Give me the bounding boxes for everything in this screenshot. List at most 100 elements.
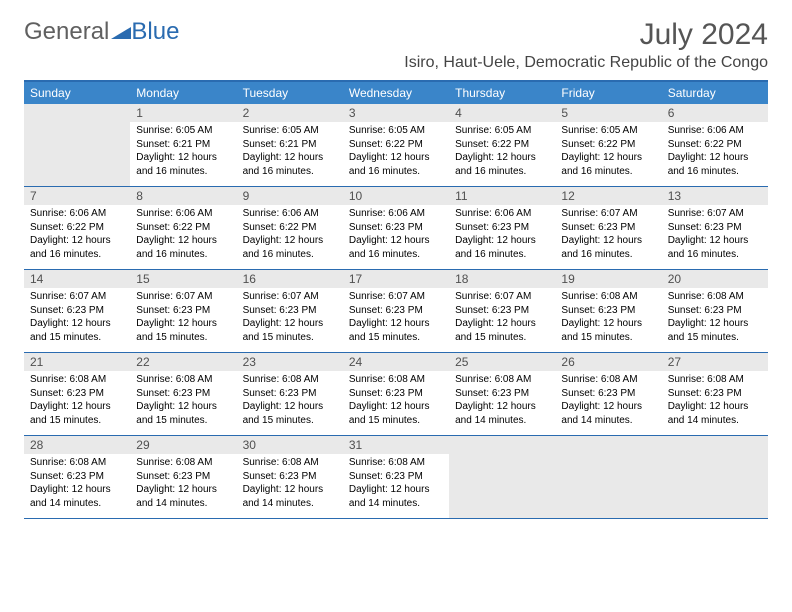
day-cell xyxy=(555,436,661,518)
day-number: 27 xyxy=(662,353,768,371)
day-ss: Sunset: 6:23 PM xyxy=(30,470,124,484)
day-ss: Sunset: 6:23 PM xyxy=(243,470,337,484)
day-dl2: and 14 minutes. xyxy=(349,497,443,511)
day-sr: Sunrise: 6:06 AM xyxy=(243,207,337,221)
day-ss: Sunset: 6:23 PM xyxy=(561,304,655,318)
day-number: 1 xyxy=(130,104,236,122)
day-number: 23 xyxy=(237,353,343,371)
day-cell: 10Sunrise: 6:06 AMSunset: 6:23 PMDayligh… xyxy=(343,187,449,269)
day-dl1: Daylight: 12 hours xyxy=(455,317,549,331)
day-sr: Sunrise: 6:07 AM xyxy=(136,290,230,304)
day-info: Sunrise: 6:05 AMSunset: 6:22 PMDaylight:… xyxy=(343,122,449,182)
day-dl2: and 15 minutes. xyxy=(561,331,655,345)
day-dl1: Daylight: 12 hours xyxy=(243,151,337,165)
day-dl1: Daylight: 12 hours xyxy=(561,317,655,331)
day-dl2: and 14 minutes. xyxy=(243,497,337,511)
day-dl2: and 15 minutes. xyxy=(30,331,124,345)
day-dl1: Daylight: 12 hours xyxy=(136,400,230,414)
day-dl1: Daylight: 12 hours xyxy=(455,234,549,248)
title-block: July 2024 Isiro, Haut-Uele, Democratic R… xyxy=(404,18,768,72)
day-info: Sunrise: 6:07 AMSunset: 6:23 PMDaylight:… xyxy=(555,205,661,265)
day-cell: 26Sunrise: 6:08 AMSunset: 6:23 PMDayligh… xyxy=(555,353,661,435)
day-ss: Sunset: 6:23 PM xyxy=(243,304,337,318)
day-dl2: and 16 minutes. xyxy=(455,165,549,179)
day-cell: 23Sunrise: 6:08 AMSunset: 6:23 PMDayligh… xyxy=(237,353,343,435)
day-sr: Sunrise: 6:06 AM xyxy=(349,207,443,221)
day-number: 7 xyxy=(24,187,130,205)
day-sr: Sunrise: 6:07 AM xyxy=(561,207,655,221)
day-info: Sunrise: 6:05 AMSunset: 6:22 PMDaylight:… xyxy=(449,122,555,182)
day-dl1: Daylight: 12 hours xyxy=(668,400,762,414)
day-info: Sunrise: 6:08 AMSunset: 6:23 PMDaylight:… xyxy=(555,288,661,348)
week-row: 7Sunrise: 6:06 AMSunset: 6:22 PMDaylight… xyxy=(24,187,768,270)
day-dl2: and 16 minutes. xyxy=(668,248,762,262)
day-dl2: and 16 minutes. xyxy=(668,165,762,179)
day-number: 26 xyxy=(555,353,661,371)
day-cell: 28Sunrise: 6:08 AMSunset: 6:23 PMDayligh… xyxy=(24,436,130,518)
day-number: 11 xyxy=(449,187,555,205)
day-dl1: Daylight: 12 hours xyxy=(136,151,230,165)
day-info: Sunrise: 6:06 AMSunset: 6:23 PMDaylight:… xyxy=(343,205,449,265)
day-ss: Sunset: 6:23 PM xyxy=(349,304,443,318)
day-cell: 31Sunrise: 6:08 AMSunset: 6:23 PMDayligh… xyxy=(343,436,449,518)
day-cell: 9Sunrise: 6:06 AMSunset: 6:22 PMDaylight… xyxy=(237,187,343,269)
dayname-sat: Saturday xyxy=(662,82,768,104)
day-ss: Sunset: 6:22 PM xyxy=(136,221,230,235)
day-dl1: Daylight: 12 hours xyxy=(455,400,549,414)
day-sr: Sunrise: 6:06 AM xyxy=(668,124,762,138)
day-sr: Sunrise: 6:08 AM xyxy=(30,456,124,470)
day-ss: Sunset: 6:22 PM xyxy=(30,221,124,235)
day-dl1: Daylight: 12 hours xyxy=(136,483,230,497)
day-sr: Sunrise: 6:08 AM xyxy=(455,373,549,387)
day-ss: Sunset: 6:23 PM xyxy=(136,304,230,318)
day-ss: Sunset: 6:22 PM xyxy=(349,138,443,152)
day-ss: Sunset: 6:23 PM xyxy=(243,387,337,401)
day-dl1: Daylight: 12 hours xyxy=(349,483,443,497)
day-ss: Sunset: 6:23 PM xyxy=(30,304,124,318)
day-dl1: Daylight: 12 hours xyxy=(30,317,124,331)
day-dl1: Daylight: 12 hours xyxy=(243,317,337,331)
day-number: 21 xyxy=(24,353,130,371)
dayname-wed: Wednesday xyxy=(343,82,449,104)
day-ss: Sunset: 6:23 PM xyxy=(668,221,762,235)
day-dl1: Daylight: 12 hours xyxy=(243,483,337,497)
day-dl1: Daylight: 12 hours xyxy=(668,151,762,165)
day-sr: Sunrise: 6:05 AM xyxy=(455,124,549,138)
dayname-fri: Friday xyxy=(555,82,661,104)
day-cell: 29Sunrise: 6:08 AMSunset: 6:23 PMDayligh… xyxy=(130,436,236,518)
day-number: 18 xyxy=(449,270,555,288)
location-subtitle: Isiro, Haut-Uele, Democratic Republic of… xyxy=(404,54,768,72)
month-title: July 2024 xyxy=(404,18,768,52)
day-number: 20 xyxy=(662,270,768,288)
brand-part1: General xyxy=(24,18,109,46)
day-info: Sunrise: 6:07 AMSunset: 6:23 PMDaylight:… xyxy=(130,288,236,348)
day-dl2: and 14 minutes. xyxy=(561,414,655,428)
day-info: Sunrise: 6:06 AMSunset: 6:22 PMDaylight:… xyxy=(130,205,236,265)
day-info: Sunrise: 6:05 AMSunset: 6:21 PMDaylight:… xyxy=(130,122,236,182)
day-number: 28 xyxy=(24,436,130,454)
day-cell: 1Sunrise: 6:05 AMSunset: 6:21 PMDaylight… xyxy=(130,104,236,186)
dayname-row: Sunday Monday Tuesday Wednesday Thursday… xyxy=(24,82,768,104)
day-sr: Sunrise: 6:06 AM xyxy=(30,207,124,221)
day-ss: Sunset: 6:23 PM xyxy=(349,470,443,484)
day-dl2: and 16 minutes. xyxy=(30,248,124,262)
day-number: 25 xyxy=(449,353,555,371)
day-sr: Sunrise: 6:06 AM xyxy=(455,207,549,221)
day-dl1: Daylight: 12 hours xyxy=(243,234,337,248)
dayname-thu: Thursday xyxy=(449,82,555,104)
calendar: Sunday Monday Tuesday Wednesday Thursday… xyxy=(24,80,768,519)
weeks-container: 1Sunrise: 6:05 AMSunset: 6:21 PMDaylight… xyxy=(24,104,768,519)
day-cell: 16Sunrise: 6:07 AMSunset: 6:23 PMDayligh… xyxy=(237,270,343,352)
day-dl1: Daylight: 12 hours xyxy=(668,317,762,331)
day-ss: Sunset: 6:22 PM xyxy=(455,138,549,152)
day-number: 13 xyxy=(662,187,768,205)
day-dl2: and 16 minutes. xyxy=(561,165,655,179)
day-number: 22 xyxy=(130,353,236,371)
day-dl2: and 15 minutes. xyxy=(243,331,337,345)
day-dl1: Daylight: 12 hours xyxy=(349,151,443,165)
day-dl1: Daylight: 12 hours xyxy=(561,151,655,165)
day-cell: 27Sunrise: 6:08 AMSunset: 6:23 PMDayligh… xyxy=(662,353,768,435)
day-number: 16 xyxy=(237,270,343,288)
day-sr: Sunrise: 6:05 AM xyxy=(561,124,655,138)
day-info: Sunrise: 6:06 AMSunset: 6:22 PMDaylight:… xyxy=(237,205,343,265)
